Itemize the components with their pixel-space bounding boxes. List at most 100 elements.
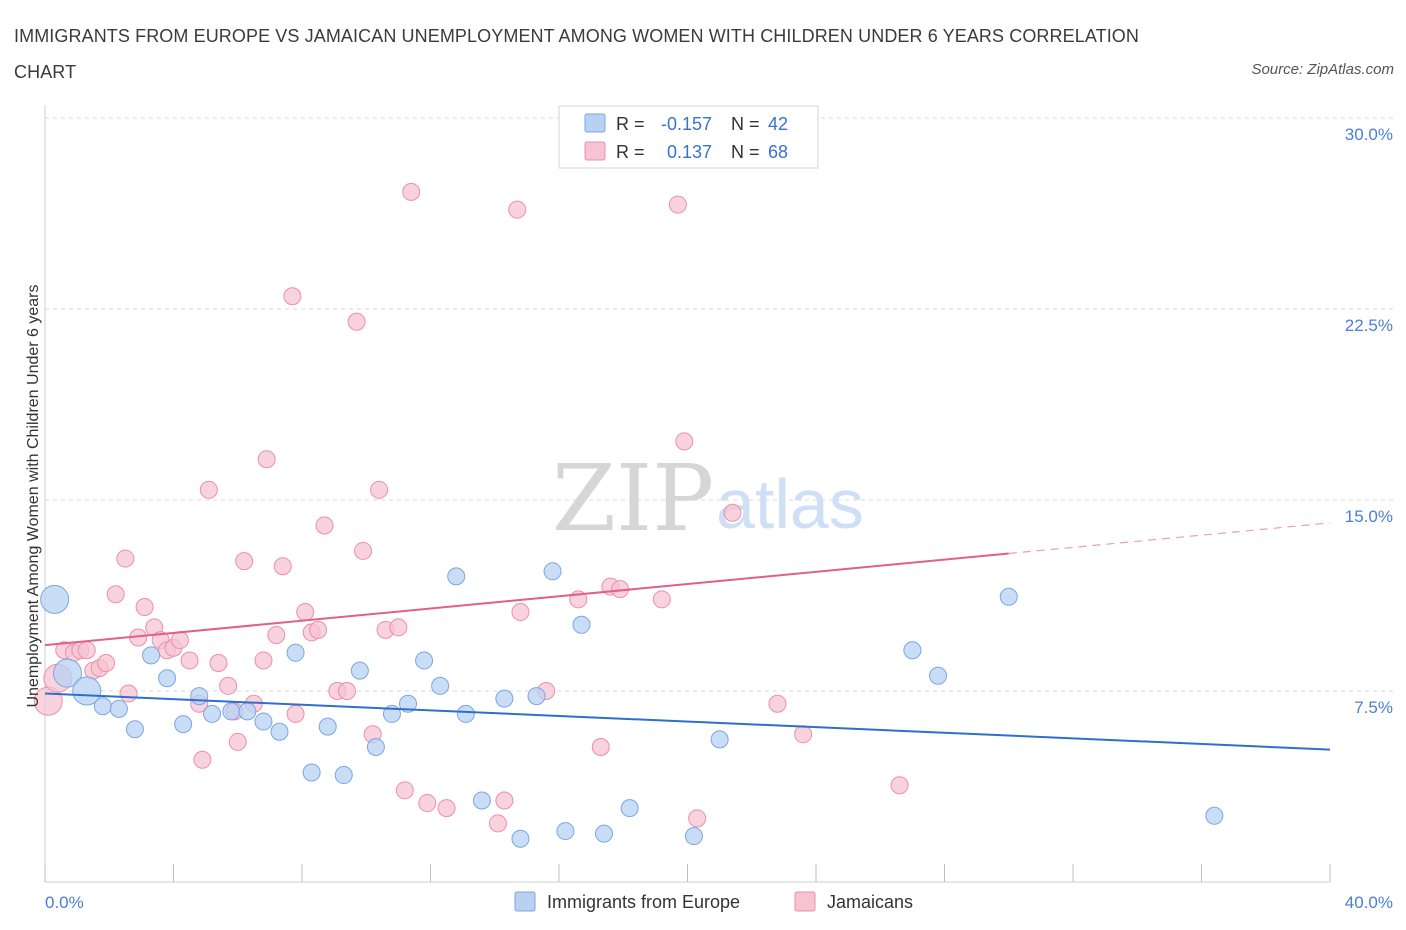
jamaican-point-63 — [688, 809, 707, 828]
jamaican-point-34 — [286, 704, 305, 723]
jamaican-point-50 — [437, 799, 456, 818]
europe-point-24 — [431, 676, 450, 695]
europe-point-17 — [318, 717, 337, 736]
x-tick-label-1: 40.0% — [1345, 893, 1393, 912]
jamaican-point-65 — [768, 694, 787, 713]
jamaican-point-30 — [257, 450, 276, 469]
legend-r-value-1: -0.157 — [661, 114, 712, 134]
europe-point-39 — [929, 666, 948, 685]
jamaican-point-21 — [193, 750, 212, 769]
legend-n-value-2: 68 — [768, 142, 788, 162]
watermark-atlas: atlas — [716, 465, 864, 543]
legend-swatch-pink — [584, 141, 606, 161]
axes — [44, 105, 1331, 883]
jamaican-point-32 — [273, 557, 292, 576]
europe-point-7 — [158, 669, 177, 688]
watermark-zip: ZIP — [552, 445, 714, 552]
jamaican-point-67 — [890, 776, 909, 795]
europe-point-13 — [254, 712, 273, 731]
jamaican-point-37 — [309, 620, 328, 639]
y-axis-label: Unemployment Among Women with Children U… — [25, 284, 42, 707]
y-tick-label-2: 22.5% — [1345, 316, 1393, 335]
europe-point-30 — [527, 687, 546, 706]
europe-point-12 — [238, 702, 257, 721]
europe-point-20 — [366, 738, 385, 757]
europe-point-19 — [350, 661, 369, 680]
jamaican-point-13 — [135, 597, 154, 616]
europe-point-3 — [93, 697, 112, 716]
legend-n-label-2: N = — [731, 142, 760, 162]
chart-title: IMMIGRANTS FROM EUROPE VS JAMAICAN UNEMP… — [14, 26, 1140, 82]
jamaican-point-10 — [116, 549, 135, 568]
jamaican-point-9 — [106, 585, 125, 604]
jamaican-point-66 — [794, 725, 813, 744]
jamaican-point-57 — [591, 738, 610, 757]
europe-point-23 — [415, 651, 434, 670]
europe-point-4 — [109, 699, 128, 718]
source-credit: Source: ZipAtlas.com — [1251, 61, 1394, 78]
legend-n-value-1: 42 — [768, 114, 788, 134]
jamaican-point-41 — [347, 312, 366, 331]
europe-point-9 — [190, 687, 209, 706]
y-tick-label-0: 7.5% — [1354, 698, 1393, 717]
europe-point-28 — [495, 689, 514, 708]
europe-point-2 — [72, 676, 102, 706]
jamaican-point-24 — [219, 676, 238, 695]
jamaican-point-35 — [296, 603, 315, 622]
europe-point-34 — [594, 824, 613, 843]
jamaican-point-5 — [77, 641, 96, 660]
legend-swatch-blue — [584, 113, 606, 133]
jamaican-point-61 — [668, 195, 687, 214]
jamaican-point-62 — [675, 432, 694, 451]
europe-point-31 — [543, 562, 562, 581]
europe-point-22 — [399, 694, 418, 713]
europe-point-16 — [302, 763, 321, 782]
jamaican-point-31 — [267, 625, 286, 644]
europe-point-18 — [334, 766, 353, 785]
europe-point-10 — [203, 704, 222, 723]
jamaican-point-49 — [418, 794, 437, 813]
jamaican-trend-extension — [1008, 522, 1331, 555]
jamaican-point-19 — [180, 651, 199, 670]
legend-label-europe: Immigrants from Europe — [547, 892, 740, 912]
europe-point-1 — [52, 658, 82, 688]
europe-point-0 — [40, 584, 70, 614]
europe-point-33 — [572, 615, 591, 634]
y-tick-label-3: 30.0% — [1345, 125, 1393, 144]
jamaican-point-48 — [402, 182, 421, 201]
jamaican-point-54 — [511, 603, 530, 622]
europe-point-15 — [286, 643, 305, 662]
legend-label-jamaicans: Jamaicans — [827, 892, 913, 912]
jamaican-point-44 — [370, 480, 389, 499]
europe-point-35 — [620, 799, 639, 818]
europe-point-11 — [222, 702, 241, 721]
legend-swatch-europe — [514, 891, 536, 912]
jamaican-point-18 — [170, 631, 189, 650]
europe-point-27 — [472, 791, 491, 810]
europe-point-14 — [270, 722, 289, 741]
jamaican-point-52 — [495, 791, 514, 810]
jamaican-trend-line — [44, 552, 1009, 647]
x-tick-label-0: 0.0% — [45, 893, 84, 912]
europe-point-5 — [125, 720, 144, 739]
jamaican-point-42 — [354, 541, 373, 560]
legend-swatch-jamaicans — [794, 891, 816, 912]
jamaican-point-26 — [228, 732, 247, 751]
stats-legend: R = -0.157 N = 42 R = 0.137 N = 68 — [558, 105, 819, 169]
jamaican-point-8 — [97, 653, 116, 672]
jamaican-point-46 — [389, 618, 408, 637]
legend-n-label-1: N = — [731, 114, 760, 134]
jamaican-point-40 — [337, 682, 356, 700]
jamaican-point-27 — [235, 552, 254, 571]
jamaican-point-22 — [199, 480, 218, 499]
legend-r-label-1: R = — [616, 114, 645, 134]
europe-point-38 — [903, 641, 922, 660]
watermark: ZIP atlas — [552, 445, 864, 552]
series-legend: Immigrants from Europe Jamaicans — [514, 891, 913, 912]
jamaican-point-11 — [119, 684, 138, 703]
europe-point-6 — [142, 646, 161, 665]
europe-point-26 — [456, 704, 475, 723]
europe-point-25 — [447, 567, 466, 586]
jamaican-point-47 — [395, 781, 414, 800]
